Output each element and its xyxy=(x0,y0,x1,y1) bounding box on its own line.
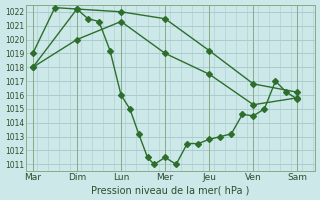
X-axis label: Pression niveau de la mer( hPa ): Pression niveau de la mer( hPa ) xyxy=(92,185,250,195)
